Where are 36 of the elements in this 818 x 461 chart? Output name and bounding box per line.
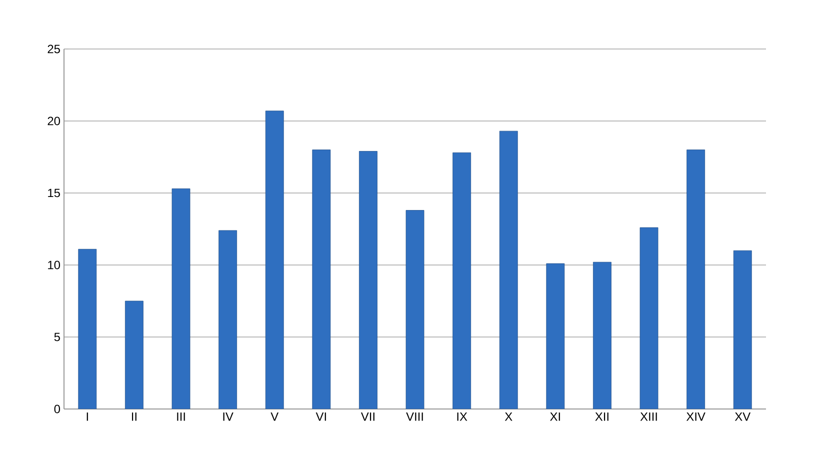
bar [265,110,284,409]
x-tick-label: VII [360,412,374,421]
x-tick-label: III [177,412,185,421]
bar [359,151,378,409]
x-tick-label: VIII [406,412,423,421]
y-tick-label: 10 [48,260,60,270]
bar [733,250,752,409]
bar [546,263,565,409]
bar [125,300,144,409]
bar [406,210,424,409]
bar [452,152,472,409]
y-tick-label: 25 [48,44,60,54]
y-tick-label: 0 [54,404,60,414]
x-tick-label: II [132,412,136,421]
bar [172,188,190,409]
x-tick-label: XIII [640,412,657,421]
x-tick-label: XI [550,412,560,421]
y-tick-label: 20 [48,116,60,126]
bar [640,227,658,409]
y-tick-label: 15 [48,188,60,198]
y-tick-label: 5 [54,332,60,342]
x-tick-label: IX [457,412,468,421]
x-tick-label: X [504,412,512,421]
bar [312,150,331,409]
bar [686,150,706,409]
x-tick-label: XV [734,412,751,421]
x-tick-label: I [86,412,88,421]
x-tick-label: XII [595,412,608,421]
bar [78,248,97,409]
bar [499,130,518,409]
x-tick-label: XIV [686,412,706,421]
bar [218,230,237,409]
x-tick-label: VI [316,412,326,421]
bar [593,262,612,409]
x-tick-label: IV [223,412,234,421]
x-tick-label: V [270,412,279,421]
